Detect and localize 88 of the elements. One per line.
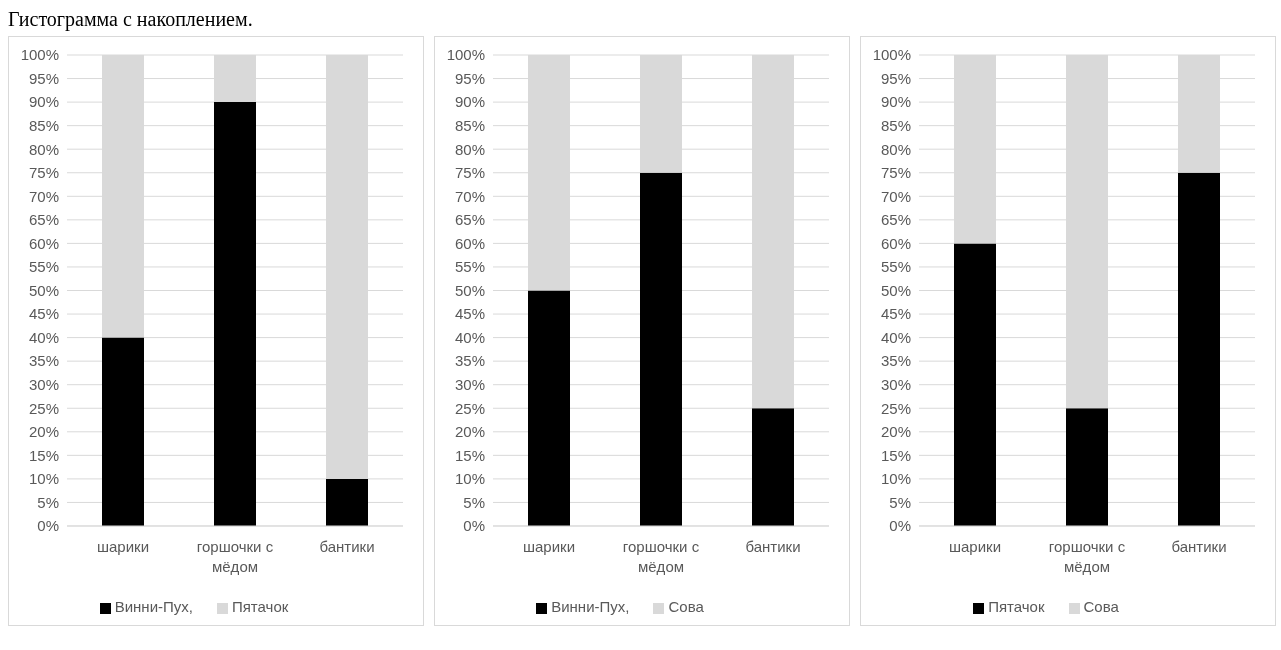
y-tick-label: 65% bbox=[28, 211, 59, 229]
bar bbox=[326, 478, 368, 526]
x-tick-label: бантики bbox=[1171, 538, 1227, 555]
y-tick-label: 15% bbox=[28, 446, 59, 464]
y-tick-label: 70% bbox=[454, 187, 485, 205]
y-tick-label: 95% bbox=[880, 69, 911, 87]
y-tick-label: 40% bbox=[880, 328, 911, 346]
y-tick-label: 85% bbox=[454, 116, 485, 134]
legend-label: Винни-Пух, bbox=[551, 598, 630, 615]
y-tick-label: 30% bbox=[454, 376, 485, 394]
x-tick-label: горшочки с мёдом bbox=[1048, 538, 1126, 575]
y-tick-label: 35% bbox=[454, 352, 485, 370]
y-tick-label: 60% bbox=[28, 234, 59, 252]
bar bbox=[102, 337, 144, 526]
y-tick-label: 40% bbox=[28, 328, 59, 346]
y-tick-label: 95% bbox=[454, 69, 485, 87]
y-tick-label: 90% bbox=[454, 93, 485, 111]
y-tick-label: 45% bbox=[28, 305, 59, 323]
y-tick-label: 70% bbox=[880, 187, 911, 205]
bar bbox=[1066, 408, 1108, 526]
bar bbox=[752, 408, 794, 526]
y-tick-label: 55% bbox=[28, 258, 59, 276]
y-tick-label: 25% bbox=[28, 399, 59, 417]
y-tick-label: 5% bbox=[37, 493, 59, 511]
y-tick-label: 55% bbox=[880, 258, 911, 276]
y-tick-label: 20% bbox=[28, 423, 59, 441]
legend-label: Сова bbox=[1083, 598, 1119, 615]
x-tick-label: шарики bbox=[96, 538, 150, 555]
y-tick-label: 55% bbox=[454, 258, 485, 276]
y-tick-label: 25% bbox=[880, 399, 911, 417]
chart-title: Гистограмма с накоплением. bbox=[8, 8, 254, 33]
bar bbox=[954, 243, 996, 526]
y-tick-label: 50% bbox=[454, 281, 485, 299]
y-tick-label: 35% bbox=[880, 352, 911, 370]
y-tick-label: 40% bbox=[454, 328, 485, 346]
y-tick-label: 75% bbox=[454, 164, 485, 182]
y-tick-label: 75% bbox=[28, 164, 59, 182]
y-tick-label: 80% bbox=[880, 140, 911, 158]
y-tick-label: 20% bbox=[454, 423, 485, 441]
y-tick-label: 10% bbox=[880, 470, 911, 488]
y-tick-label: 100% bbox=[20, 46, 59, 64]
y-tick-label: 45% bbox=[454, 305, 485, 323]
y-tick-label: 35% bbox=[28, 352, 59, 370]
x-tick-label: горшочки с мёдом bbox=[622, 538, 700, 575]
y-tick-label: 65% bbox=[454, 211, 485, 229]
y-tick-label: 90% bbox=[28, 93, 59, 111]
y-tick-label: 70% bbox=[28, 187, 59, 205]
y-tick-label: 75% bbox=[880, 164, 911, 182]
y-tick-label: 15% bbox=[880, 446, 911, 464]
y-tick-label: 30% bbox=[880, 376, 911, 394]
y-tick-label: 60% bbox=[454, 234, 485, 252]
y-tick-label: 85% bbox=[28, 116, 59, 134]
y-tick-label: 10% bbox=[454, 470, 485, 488]
y-tick-label: 45% bbox=[880, 305, 911, 323]
x-tick-label: бантики bbox=[745, 538, 801, 555]
y-tick-label: 50% bbox=[880, 281, 911, 299]
x-tick-label: шарики bbox=[948, 538, 1002, 555]
legend-label: Пятачок bbox=[231, 598, 289, 615]
y-tick-label: 0% bbox=[37, 517, 59, 535]
y-tick-label: 100% bbox=[872, 46, 911, 64]
y-tick-label: 5% bbox=[889, 493, 911, 511]
y-tick-label: 0% bbox=[889, 517, 911, 535]
bar bbox=[640, 172, 682, 526]
bar bbox=[528, 290, 570, 526]
x-tick-label: бантики bbox=[319, 538, 375, 555]
y-tick-label: 5% bbox=[463, 493, 485, 511]
y-tick-label: 65% bbox=[880, 211, 911, 229]
legend-label: Сова bbox=[668, 598, 704, 615]
y-tick-label: 50% bbox=[28, 281, 59, 299]
y-tick-label: 80% bbox=[28, 140, 59, 158]
x-tick-label: горшочки с мёдом bbox=[196, 538, 274, 575]
y-tick-label: 10% bbox=[28, 470, 59, 488]
legend-label: Винни-Пух, bbox=[114, 598, 193, 615]
y-tick-label: 20% bbox=[880, 423, 911, 441]
y-tick-label: 0% bbox=[463, 517, 485, 535]
y-tick-label: 90% bbox=[880, 93, 911, 111]
y-tick-label: 80% bbox=[454, 140, 485, 158]
x-tick-label: шарики bbox=[522, 538, 576, 555]
y-tick-label: 85% bbox=[880, 116, 911, 134]
y-tick-label: 30% bbox=[28, 376, 59, 394]
y-tick-label: 25% bbox=[454, 399, 485, 417]
legend-label: Пятачок bbox=[988, 598, 1045, 615]
y-tick-label: 60% bbox=[880, 234, 911, 252]
bar bbox=[214, 102, 256, 526]
y-tick-label: 15% bbox=[454, 446, 485, 464]
y-tick-label: 95% bbox=[28, 69, 59, 87]
y-tick-label: 100% bbox=[446, 46, 485, 64]
bar bbox=[1178, 172, 1220, 526]
